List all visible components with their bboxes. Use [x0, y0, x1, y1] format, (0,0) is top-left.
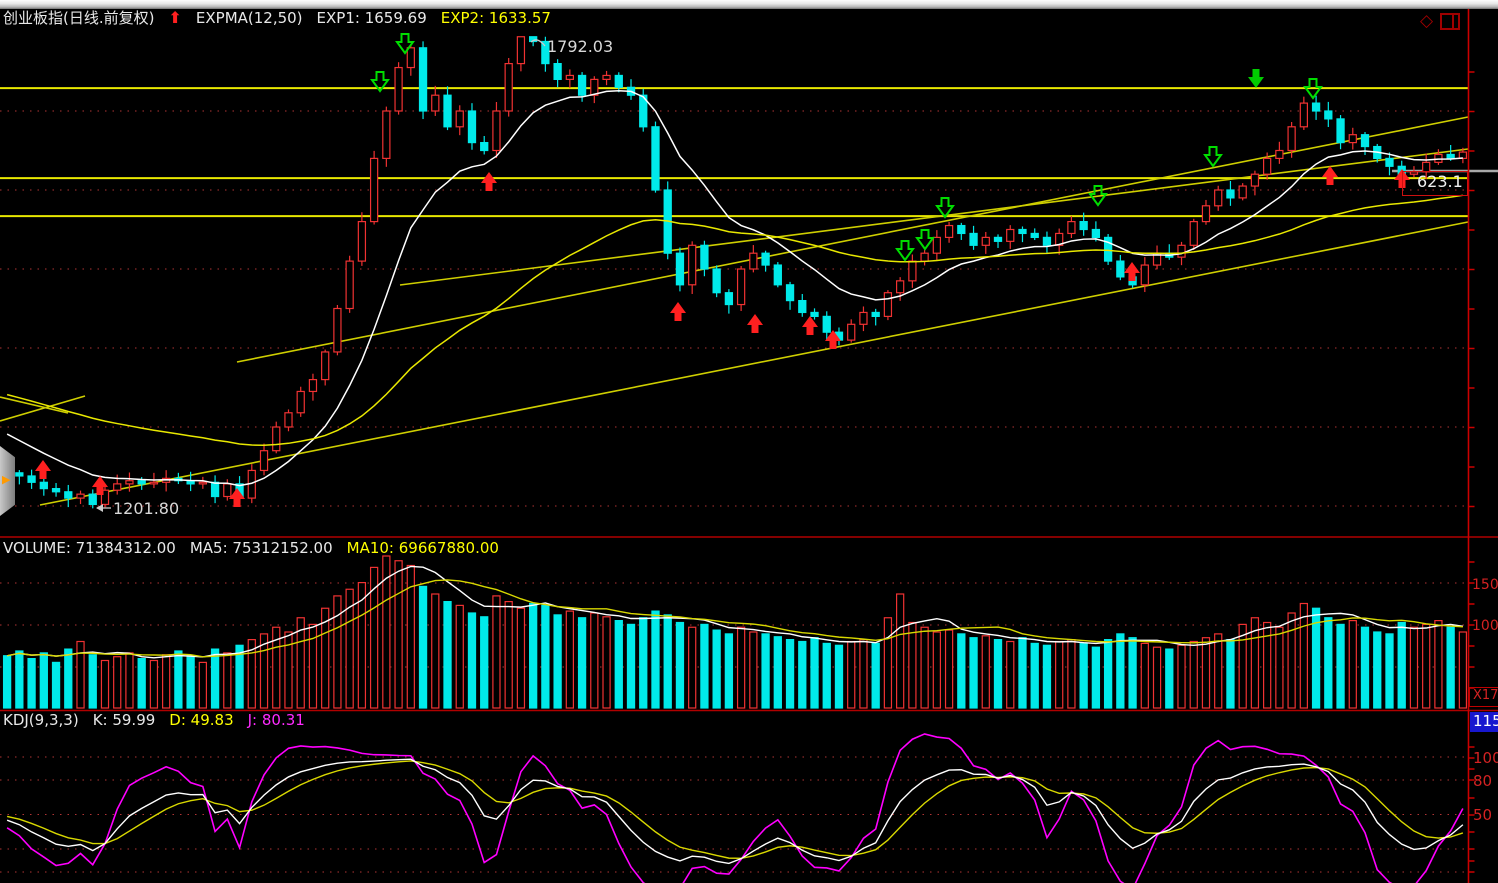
diamond-icon[interactable]: ◇ [1420, 11, 1434, 31]
buy-arrow-icon [1322, 166, 1338, 185]
buy-arrow-icon [670, 302, 686, 321]
kdj-indicator-label: KDJ(9,3,3) [3, 711, 79, 729]
buy-arrow-icon [802, 316, 818, 335]
sell-arrow-icon [370, 71, 390, 93]
sell-arrow-icon [935, 197, 955, 219]
kdj-axis-label-100: 100 [1473, 749, 1498, 767]
symbol-title: 创业板指(日线.前复权) [3, 9, 155, 27]
sell-arrow-icon [1303, 78, 1323, 100]
kdj-k-line [6, 758, 1464, 865]
volume-bars-layer [2, 555, 1468, 709]
exp1-line [6, 89, 1463, 487]
sidebar-flyout-handle[interactable]: ▶ [0, 446, 15, 516]
peak-pointer [530, 39, 546, 47]
kdj-j-value: J: 80.31 [247, 711, 305, 729]
drawn-trendlines [0, 87, 1498, 506]
volume-ma5-value: MA5: 75312152.00 [189, 539, 333, 557]
sell-arrow-icon [915, 229, 935, 251]
kdj-d-value: D: 49.83 [169, 711, 234, 729]
sell-solid-arrow-icon [1248, 69, 1264, 88]
buy-arrow-icon [481, 172, 497, 191]
buy-arrow-icon [825, 330, 841, 349]
buy-arrow-icon [229, 488, 245, 507]
volume-axis-label-2: 100000 [1472, 618, 1498, 634]
candles-layer [2, 36, 1468, 509]
kdj-d-line [6, 760, 1464, 860]
volume-ma10-line [6, 579, 1463, 658]
peak-price-annotation: 1792.03 [547, 37, 614, 56]
exp2-value: EXP2: 1633.57 [440, 9, 551, 27]
low-price-annotation: 1201.80 [113, 499, 180, 518]
volume-axis-label-1: 150000 [1472, 577, 1498, 593]
signal-arrows [35, 33, 1410, 507]
kdj-axis-label-50: 50 [1473, 806, 1493, 824]
buy-arrow-icon [35, 460, 51, 479]
volume-ma10-value: MA10: 69667880.00 [346, 539, 499, 557]
last-price-tag: 623.1 [1402, 171, 1468, 196]
price-pane-header: 创业板指(日线.前复权) ⬆ EXPMA(12,50) EXP1: 1659.69 EX… [3, 8, 565, 27]
sell-arrow-icon [395, 33, 415, 55]
kdj-axis-max-badge: 115 [1470, 712, 1498, 732]
kdj-axis-label-80: 80 [1473, 772, 1493, 790]
buy-arrow-icon [92, 476, 108, 495]
window-top-strip [0, 0, 1498, 9]
buy-arrow-icon [747, 314, 763, 333]
low-pointer-head [96, 504, 103, 512]
exp1-value: EXP1: 1659.69 [316, 9, 427, 27]
up-arrow-icon: ⬆ [168, 8, 182, 27]
volume-unit-label: X17 [1469, 687, 1498, 707]
buy-arrow-icon [1124, 262, 1140, 281]
volume-value: VOLUME: 71384312.00 [3, 539, 176, 557]
split-pane-icon[interactable] [1440, 12, 1461, 30]
pane-separators-and-axis [0, 9, 1498, 883]
gridlines [0, 110, 1468, 873]
exp2-line [6, 194, 1463, 447]
kdj-pane-header: KDJ(9,3,3) K: 59.99 D: 49.83 J: 80.31 [3, 711, 319, 729]
indicator-label: EXPMA(12,50) [195, 9, 303, 27]
sell-arrow-icon [1203, 146, 1223, 168]
kdj-k-value: K: 59.99 [92, 711, 156, 729]
sell-arrow-icon [1088, 185, 1108, 207]
volume-pane-header: VOLUME: 71384312.00 MA5: 75312152.00 MA10:… [3, 539, 513, 557]
window-controls: ◇ [1420, 11, 1461, 31]
sell-arrow-icon [895, 240, 915, 262]
expand-arrow-icon: ▶ [2, 473, 11, 486]
